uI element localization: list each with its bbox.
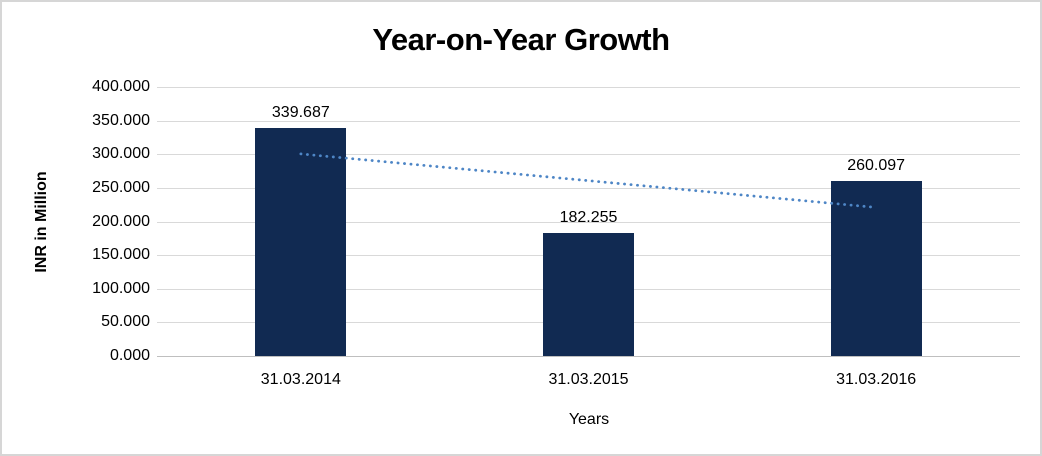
y-tick-label: 250.000 — [92, 178, 150, 196]
bar — [255, 127, 347, 356]
chart-title: Year-on-Year Growth — [372, 22, 670, 57]
y-tick-label: 100.000 — [92, 279, 150, 297]
gridline — [157, 87, 1020, 88]
y-tick-label: 150.000 — [92, 246, 150, 264]
x-axis-line — [157, 356, 1020, 357]
gridline — [157, 154, 1020, 156]
y-tick-label: 50.000 — [101, 313, 150, 331]
y-tick-label: 300.000 — [92, 145, 150, 163]
bar — [543, 233, 634, 356]
y-tick-label: 200.000 — [92, 212, 150, 230]
x-axis-title: Years — [568, 411, 610, 428]
x-tick-label: 31.03.2014 — [260, 371, 341, 388]
y-tick-label: 400.000 — [92, 78, 150, 95]
x-tick-label: 31.03.2016 — [836, 371, 917, 388]
y-tick-label: 350.000 — [92, 111, 150, 129]
x-tick-label: 31.03.2015 — [548, 371, 629, 388]
plot-area: 339.687 182.255 260.097 — [157, 87, 1020, 357]
y-axis-title: INR in Million — [33, 171, 50, 273]
gridline — [157, 187, 1020, 189]
bar — [830, 181, 922, 356]
bar-value-label: 260.097 — [847, 157, 906, 175]
bar-value-label: 339.687 — [271, 103, 330, 121]
gridline — [157, 221, 1020, 223]
y-tick-label: 0.000 — [109, 347, 150, 364]
trendline — [299, 152, 878, 209]
gridline — [157, 120, 1020, 122]
bar-value-label: 182.255 — [559, 209, 618, 227]
